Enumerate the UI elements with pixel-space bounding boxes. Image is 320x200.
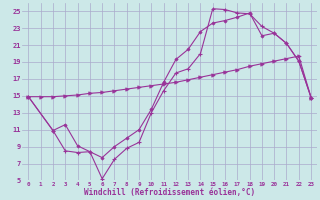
X-axis label: Windchill (Refroidissement éolien,°C): Windchill (Refroidissement éolien,°C) bbox=[84, 188, 255, 197]
